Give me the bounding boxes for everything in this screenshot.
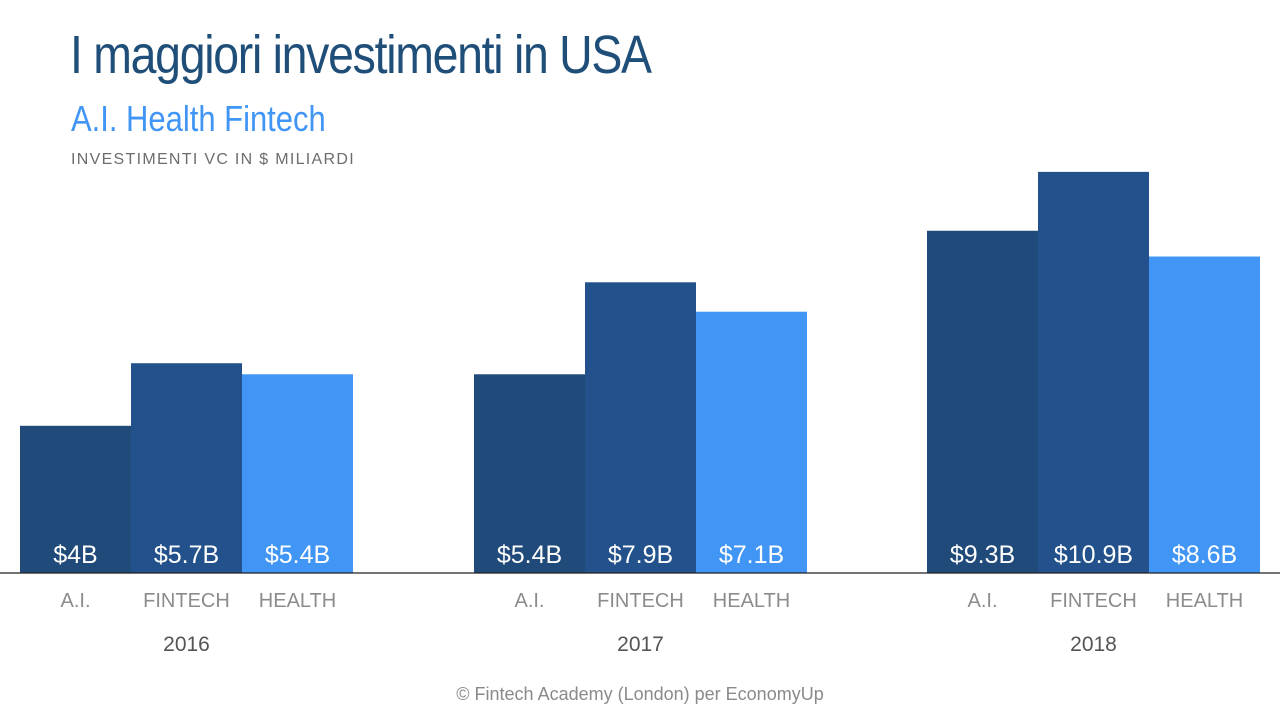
series-label-fintech: FINTECH bbox=[143, 590, 230, 612]
bar-ai-2016 bbox=[20, 425, 131, 573]
series-label-health: HEALTH bbox=[713, 590, 790, 612]
chart-subtitle: A.I. Health Fintech bbox=[71, 98, 326, 139]
bar-value-label: $5.4B bbox=[497, 541, 562, 569]
year-label-2017: 2017 bbox=[617, 633, 664, 656]
series-label-health: HEALTH bbox=[259, 590, 336, 612]
bar-ai-2018 bbox=[927, 230, 1038, 573]
series-label-ai: A.I. bbox=[967, 590, 997, 612]
bar-value-label: $5.7B bbox=[154, 541, 219, 569]
bar-value-label: $9.3B bbox=[950, 541, 1015, 569]
bar-health-2016 bbox=[242, 374, 353, 573]
source-credit: © Fintech Academy (London) per EconomyUp bbox=[456, 684, 824, 704]
bar-fintech-2018 bbox=[1038, 171, 1149, 573]
bar-ai-2017 bbox=[474, 374, 585, 573]
bar-value-label: $8.6B bbox=[1172, 541, 1237, 569]
series-label-ai: A.I. bbox=[514, 590, 544, 612]
unit-label: INVESTIMENTI VC IN $ MILIARDI bbox=[71, 151, 355, 168]
year-label-2018: 2018 bbox=[1070, 633, 1117, 656]
bar-health-2017 bbox=[696, 311, 807, 573]
year-label-2016: 2016 bbox=[163, 633, 210, 656]
bar-value-label: $5.4B bbox=[265, 541, 330, 569]
bar-value-label: $7.1B bbox=[719, 541, 784, 569]
series-label-ai: A.I. bbox=[60, 590, 90, 612]
bar-value-label: $4B bbox=[53, 541, 97, 569]
bar-health-2018 bbox=[1149, 256, 1260, 573]
series-label-fintech: FINTECH bbox=[1050, 590, 1137, 612]
bar-fintech-2016 bbox=[131, 363, 242, 573]
series-label-fintech: FINTECH bbox=[597, 590, 684, 612]
series-label-health: HEALTH bbox=[1166, 590, 1243, 612]
bar-fintech-2017 bbox=[585, 282, 696, 573]
bar-value-label: $7.9B bbox=[608, 541, 673, 569]
bar-value-label: $10.9B bbox=[1054, 541, 1133, 569]
chart-title: I maggiori investimenti in USA bbox=[70, 25, 652, 85]
